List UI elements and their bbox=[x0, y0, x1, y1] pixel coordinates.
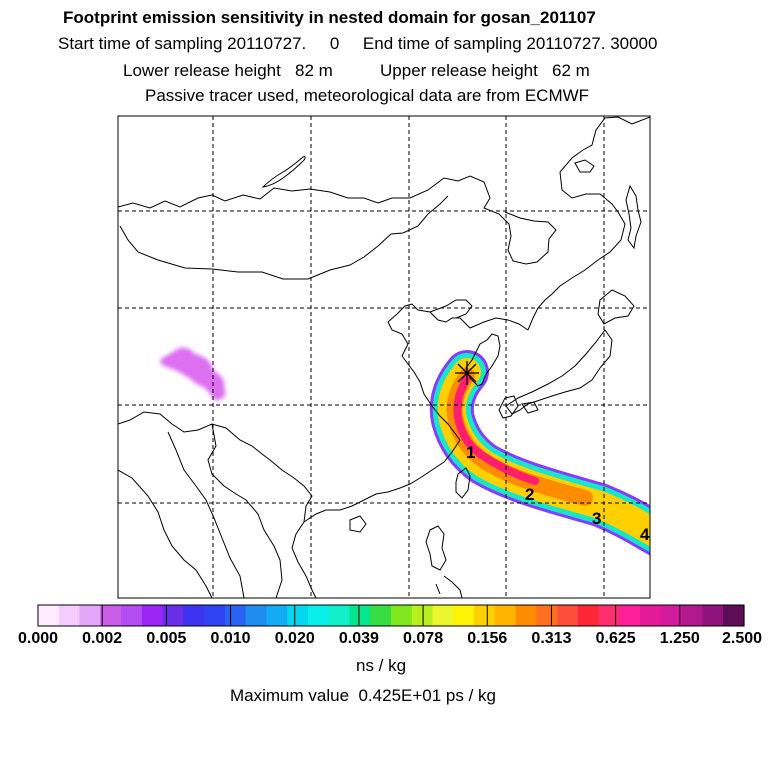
map-title: Footprint emission sensitivity in nested… bbox=[63, 8, 596, 27]
colorbar-tick-label: 0.313 bbox=[531, 630, 572, 647]
japan-kyushu bbox=[498, 395, 519, 419]
colorbar-cell bbox=[370, 605, 392, 626]
colorbar-cell bbox=[224, 605, 247, 626]
colorbar-cell bbox=[391, 605, 413, 626]
colorbar-cell bbox=[557, 605, 579, 626]
coast-russia-far-east bbox=[527, 116, 650, 331]
colorbar-cell bbox=[619, 605, 641, 626]
colorbar-cell bbox=[494, 605, 517, 626]
kamchatka-top bbox=[574, 159, 595, 173]
colorbar-cell bbox=[79, 605, 101, 626]
colorbar-cell bbox=[266, 605, 288, 626]
china-northeast-coast bbox=[387, 303, 529, 441]
colorbar-cell bbox=[515, 605, 537, 626]
track-label-2: 2 bbox=[525, 485, 534, 504]
taiwan bbox=[455, 467, 471, 499]
colorbar-tick-label: 0.000 bbox=[17, 630, 59, 647]
hainan bbox=[349, 515, 367, 533]
sakhalin-island bbox=[625, 184, 642, 250]
colorbar-cell bbox=[660, 605, 683, 626]
sampling-time-text: Start time of sampling 20110727. 0 End t… bbox=[58, 34, 658, 53]
japan-honshu bbox=[505, 329, 613, 415]
release-height-text: Lower release height 82 m Upper release … bbox=[123, 61, 590, 80]
colorbar-cell bbox=[204, 605, 226, 626]
colorbar-frame bbox=[37, 604, 745, 627]
vietnam-coast bbox=[291, 521, 317, 598]
colorbar-cell bbox=[432, 605, 454, 626]
colorbar-tick-label: 0.010 bbox=[210, 630, 251, 647]
japan-shikoku bbox=[521, 401, 539, 414]
colorbar-cell bbox=[681, 605, 704, 626]
plume-core bbox=[453, 374, 539, 485]
colorbar-cell bbox=[307, 605, 330, 626]
coastlines-and-borders bbox=[118, 116, 650, 598]
border-indochina bbox=[207, 423, 283, 598]
colorbar-cell bbox=[58, 605, 81, 626]
star-icon bbox=[455, 361, 479, 385]
colorbar-cell bbox=[577, 605, 600, 626]
colorbar-cell bbox=[474, 605, 496, 626]
inland-emission-patch bbox=[160, 347, 226, 401]
colorbar-cell bbox=[453, 605, 475, 626]
colorbar-tick-label: 1.250 bbox=[659, 630, 700, 647]
philippines-south bbox=[435, 575, 463, 598]
colorbar-tick-label: 0.005 bbox=[146, 630, 187, 647]
map-frame bbox=[117, 115, 651, 599]
colorbar-cell bbox=[38, 605, 60, 626]
colorbar-cell bbox=[100, 605, 122, 626]
lake-baikal bbox=[261, 156, 306, 188]
colorbar-cell bbox=[287, 605, 309, 626]
colorbar-cell bbox=[162, 605, 184, 626]
border-china-southwest bbox=[118, 411, 313, 523]
border-mongolia-china bbox=[119, 195, 449, 280]
colorbar-cell bbox=[349, 605, 371, 626]
colorbar-tick-label: 0.156 bbox=[467, 630, 508, 647]
meteorology-text: Passive tracer used, meteorological data… bbox=[145, 86, 590, 105]
colorbar-tick-label: 0.020 bbox=[274, 630, 315, 647]
colorbar-cell bbox=[245, 605, 268, 626]
colorbar-cell bbox=[328, 605, 351, 626]
colorbar-tick-label: 0.039 bbox=[338, 630, 379, 647]
korea-peninsula bbox=[465, 333, 501, 387]
colorbar-cell bbox=[598, 605, 621, 626]
colorbar-tick-label: 0.002 bbox=[82, 630, 123, 647]
colorbar-cell bbox=[141, 605, 164, 626]
colorbar-cell bbox=[411, 605, 434, 626]
colorbar-cell bbox=[121, 605, 143, 626]
footprint-map: 1 2 3 4 bbox=[117, 115, 651, 599]
hokkaido bbox=[597, 289, 635, 325]
colorbar-unit: ns / kg bbox=[356, 656, 407, 675]
colorbar-cell bbox=[536, 605, 558, 626]
track-label-1: 1 bbox=[466, 443, 475, 462]
colorbar bbox=[37, 604, 745, 627]
emission-plume bbox=[429, 350, 650, 556]
border-myanmar bbox=[167, 431, 245, 598]
maximum-value-text: Maximum value 0.425E+01 ps / kg bbox=[230, 686, 496, 705]
philippines-luzon bbox=[425, 525, 447, 571]
border-russia-mongolia bbox=[118, 175, 557, 265]
track-label-4: 4 bbox=[640, 525, 650, 544]
colorbar-tick-label: 0.078 bbox=[403, 630, 444, 647]
track-label-3: 3 bbox=[592, 509, 601, 528]
graticule bbox=[118, 116, 650, 598]
colorbar-cell bbox=[640, 605, 662, 626]
shandong-peninsula bbox=[429, 299, 473, 319]
south-china-coast bbox=[303, 439, 461, 523]
colorbar-tick-label: 2.500 bbox=[721, 630, 763, 647]
colorbar-cell bbox=[723, 605, 745, 626]
colorbar-cell bbox=[183, 605, 205, 626]
bay-of-bengal-coast bbox=[118, 469, 213, 598]
colorbar-cell bbox=[702, 605, 724, 626]
colorbar-tick-label: 0.625 bbox=[595, 630, 636, 647]
